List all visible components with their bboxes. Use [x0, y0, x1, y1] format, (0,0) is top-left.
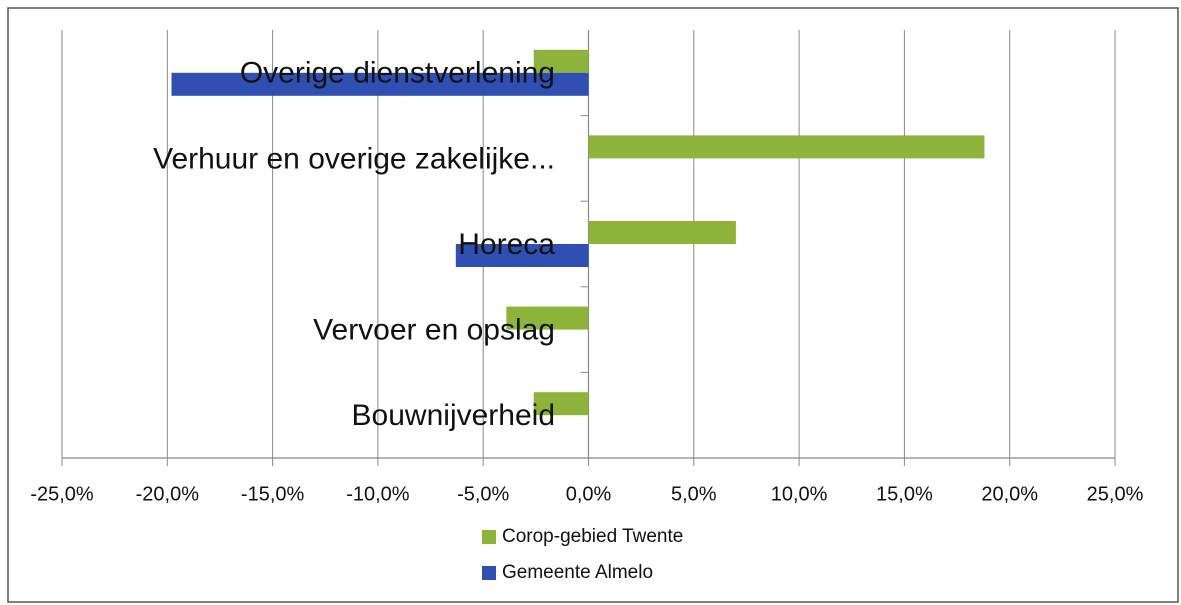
category-label: Vervoer en opslag	[313, 314, 555, 347]
bar	[506, 306, 589, 330]
x-tick-label: 20,0%	[981, 483, 1038, 505]
bar	[588, 135, 985, 159]
x-tick-label: -20,0%	[136, 483, 200, 505]
legend-swatch	[482, 530, 496, 544]
legend-label: Corop-gebied Twente	[502, 526, 683, 547]
category-label: Bouwnijverheid	[352, 399, 555, 432]
chart-border	[7, 7, 1179, 603]
legend-swatch	[482, 566, 496, 580]
x-tick-label: 5,0%	[671, 483, 717, 505]
x-tick-label: 25,0%	[1087, 483, 1144, 505]
bar	[588, 221, 736, 244]
bar	[171, 72, 589, 96]
category-label: Verhuur en overige zakelijke...	[153, 142, 555, 175]
bar	[455, 244, 589, 267]
x-tick-label: -5,0%	[457, 483, 509, 505]
bar	[533, 392, 589, 416]
x-tick-label: 15,0%	[876, 483, 933, 505]
x-tick-label: -25,0%	[30, 483, 94, 505]
x-tick-label: 0,0%	[566, 483, 612, 505]
category-label: Overige dienstverlening	[240, 57, 555, 90]
bar	[533, 49, 589, 73]
category-label: Horeca	[458, 228, 555, 261]
legend-label: Gemeente Almelo	[502, 562, 653, 583]
x-tick-label: -10,0%	[346, 483, 410, 505]
x-tick-label: -15,0%	[241, 483, 305, 505]
x-tick-label: 10,0%	[771, 483, 828, 505]
